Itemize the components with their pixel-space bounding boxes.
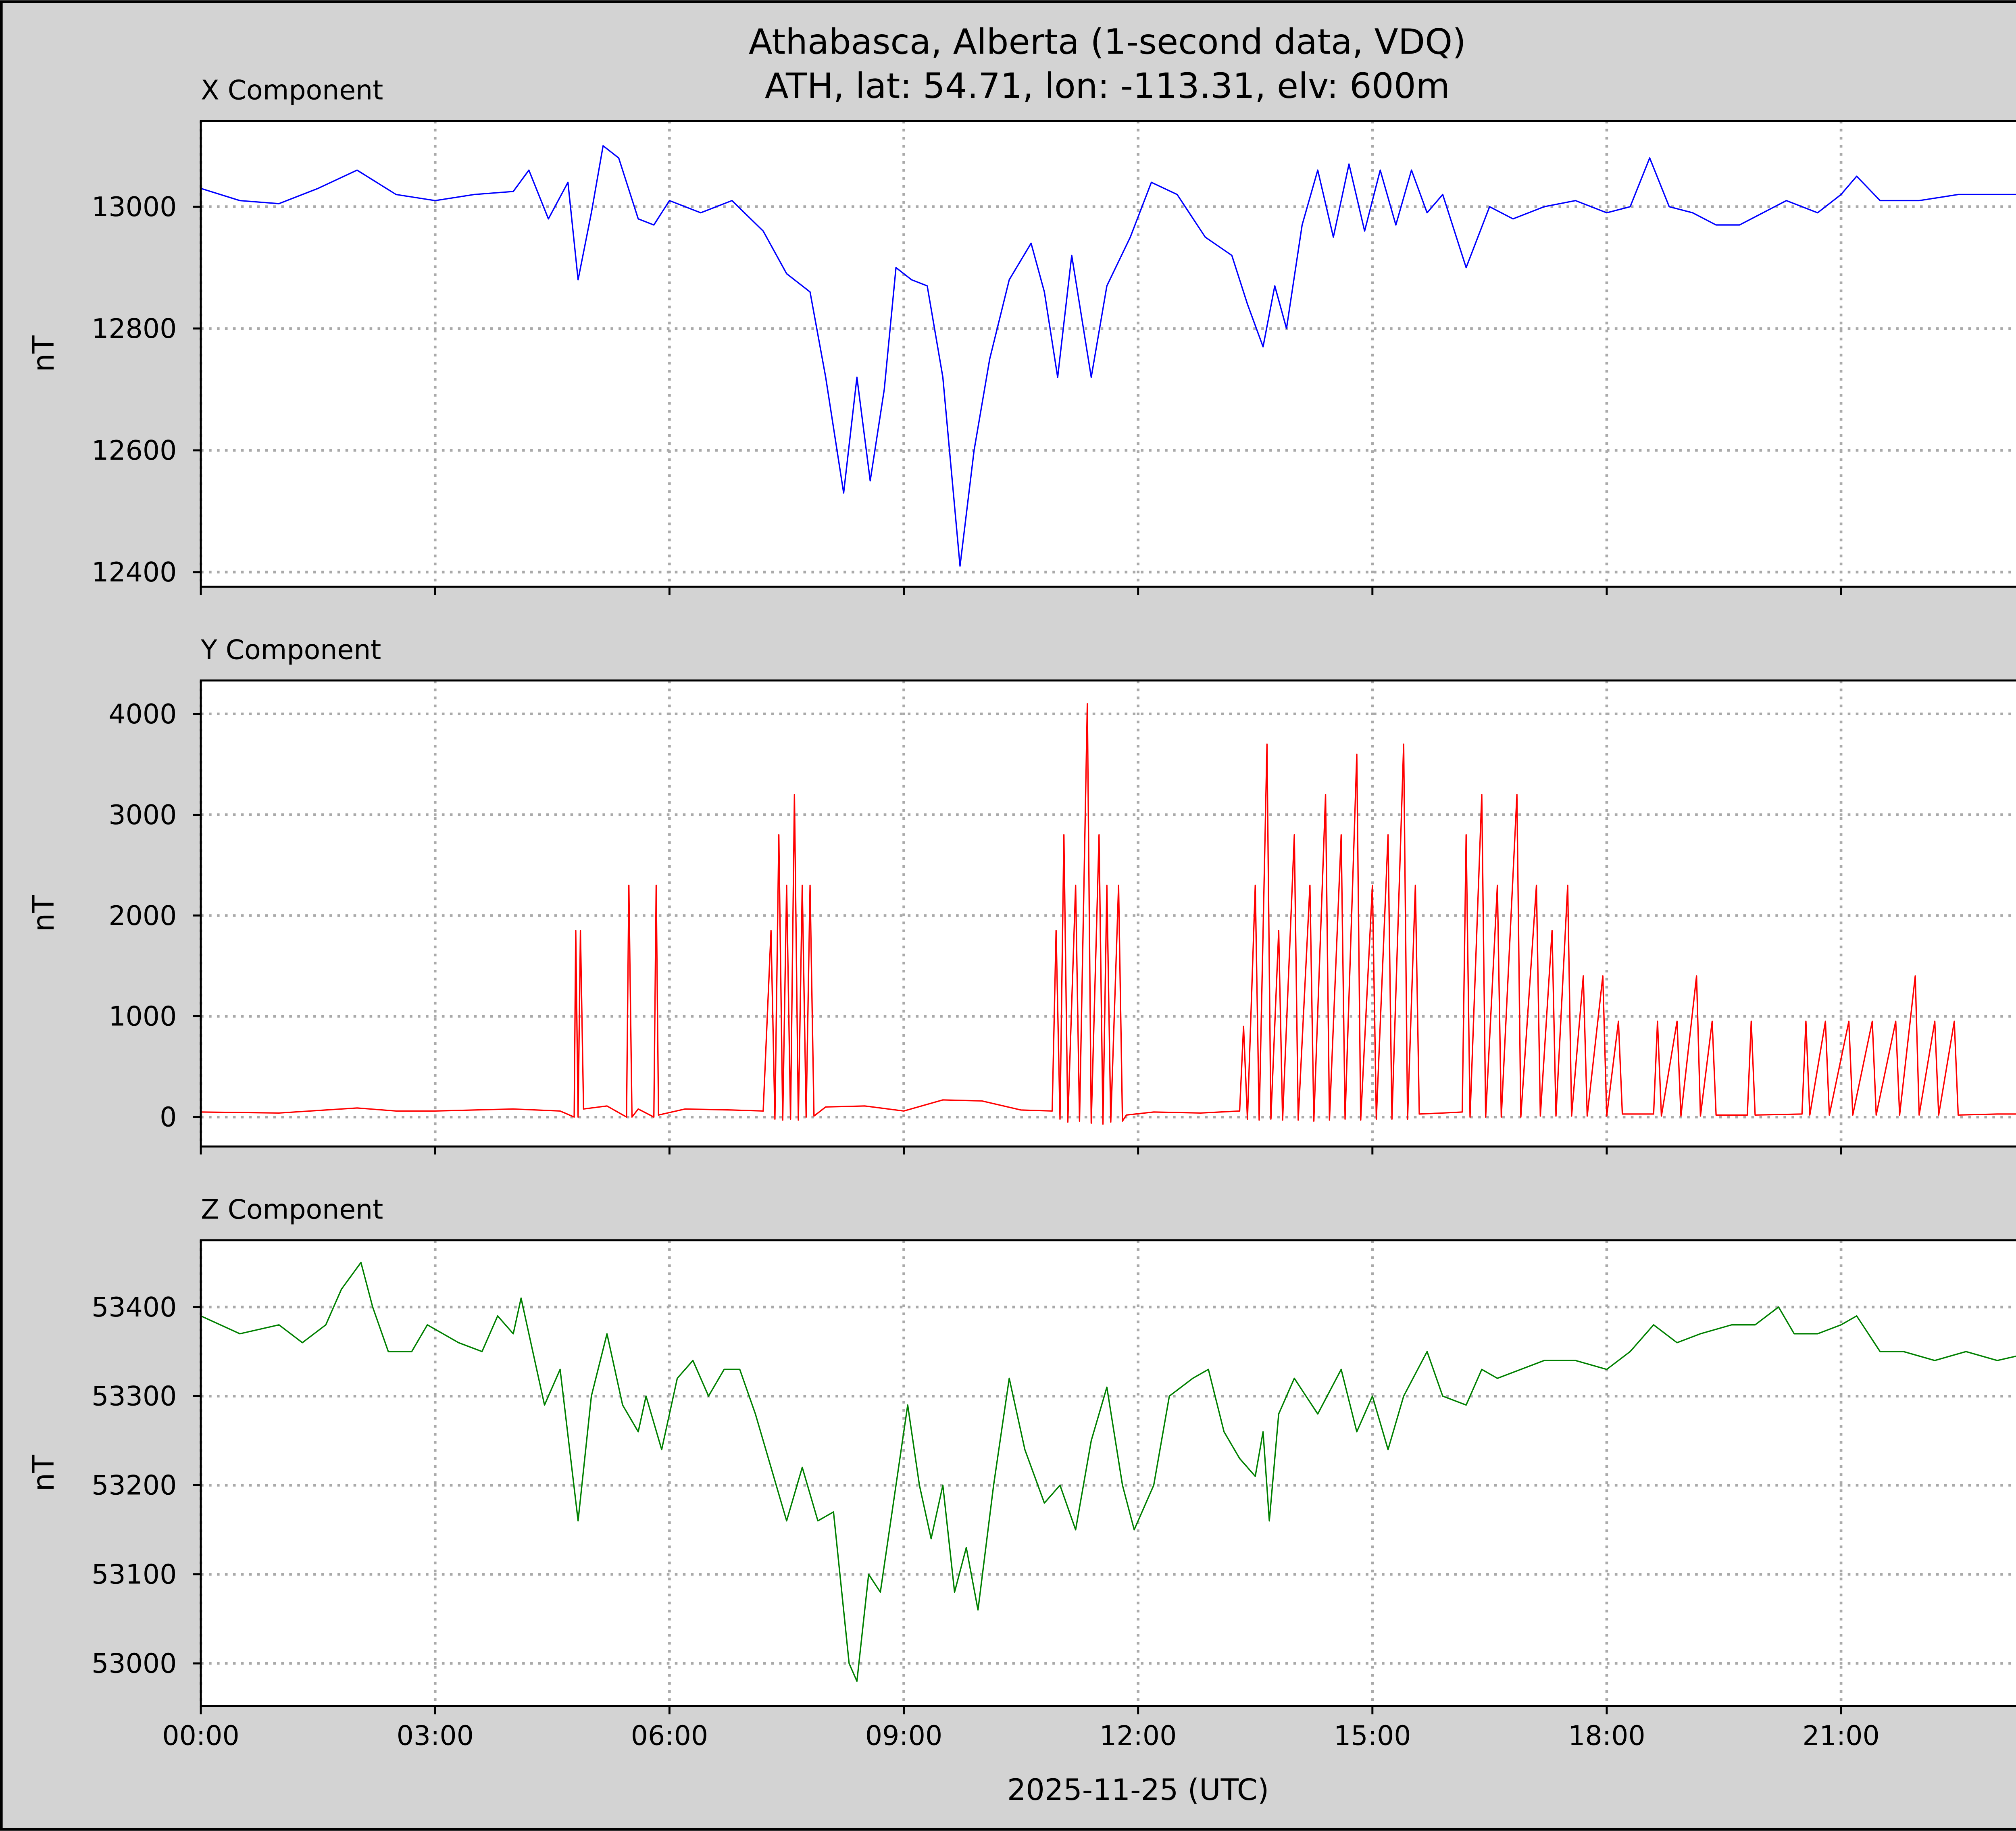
- data-line: [201, 145, 2016, 567]
- y-tick-label: 53400: [92, 1291, 177, 1323]
- x-tick-label: 15:00: [1334, 1720, 1411, 1752]
- data-line: [201, 1262, 2016, 1682]
- plot-area: [201, 703, 2016, 1125]
- y-tick-label: 3000: [108, 799, 177, 831]
- y-tick-label: 53100: [92, 1559, 177, 1590]
- title-line-2: ATH, lat: 54.71, lon: -113.31, elv: 600m: [765, 66, 1450, 106]
- panel-title: Y Component: [200, 634, 381, 666]
- y-axis-label: nT: [27, 895, 61, 932]
- y-tick-label: 53200: [92, 1470, 177, 1501]
- y-tick-label: 1000: [108, 1001, 177, 1032]
- y-axis-label: nT: [27, 1455, 61, 1491]
- y-tick-label: 53000: [92, 1648, 177, 1679]
- plot-area: [201, 145, 2016, 567]
- y-tick-label: 12400: [92, 556, 177, 588]
- x-tick-label: 00:00: [162, 1720, 239, 1752]
- y-tick-label: 2000: [108, 900, 177, 931]
- panel-title: X Component: [201, 74, 383, 106]
- x-tick-label: 09:00: [865, 1720, 942, 1752]
- y-tick-label: 4000: [108, 698, 177, 730]
- plot-area: [201, 1262, 2016, 1682]
- data-line: [201, 703, 2016, 1125]
- plot-frame: [200, 120, 2016, 588]
- plot-background: [201, 680, 2016, 1147]
- plot-frame: [200, 1239, 2016, 1707]
- y-tick-label: 12800: [92, 313, 177, 344]
- plot-background: [201, 121, 2016, 587]
- x-tick-label: 18:00: [1568, 1720, 1645, 1752]
- x-axis-label: 2025-11-25 (UTC): [1007, 1773, 1269, 1807]
- x-tick-label: 06:00: [631, 1720, 708, 1752]
- plot-background: [201, 1240, 2016, 1706]
- y-tick-label: 12600: [92, 435, 177, 466]
- panel-title: Z Component: [201, 1194, 383, 1225]
- y-axis-label: nT: [27, 335, 61, 372]
- x-tick-label: 03:00: [397, 1720, 474, 1752]
- plot-frame: [200, 679, 2016, 1148]
- y-tick-label: 0: [160, 1102, 177, 1133]
- y-tick-label: 13000: [92, 191, 177, 223]
- title-line-1: Athabasca, Alberta (1-second data, VDQ): [749, 22, 1466, 62]
- y-tick-label: 53300: [92, 1381, 177, 1412]
- x-tick-label: 12:00: [1100, 1720, 1177, 1752]
- x-tick-label: 21:00: [1802, 1720, 1879, 1752]
